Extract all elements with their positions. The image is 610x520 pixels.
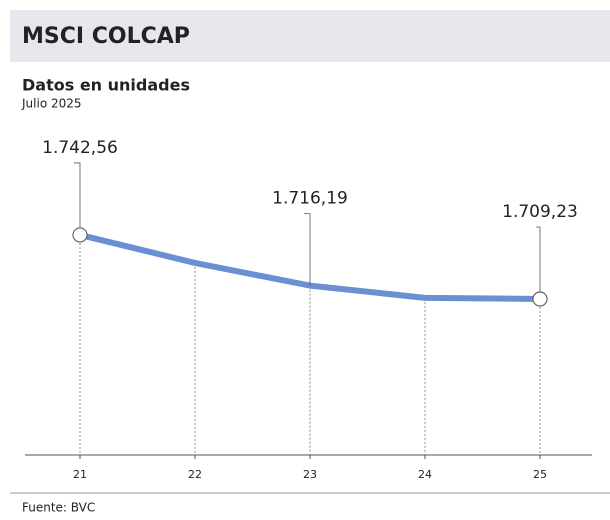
value-label: 1.709,23: [502, 202, 578, 222]
value-label: 1.742,56: [42, 138, 118, 158]
point-marker: [532, 291, 548, 307]
leader-line: [536, 226, 541, 299]
chart-title: MSCI COLCAP: [22, 24, 190, 49]
leader-line: [74, 162, 81, 235]
x-tick-label: 25: [533, 468, 547, 481]
leader-line: [304, 213, 311, 286]
header-band: [10, 10, 610, 62]
value-label: 1.716,19: [272, 189, 348, 209]
x-tick-label: 21: [73, 468, 87, 481]
period: Julio 2025: [21, 97, 82, 111]
x-tick-label: 24: [418, 468, 432, 481]
source: Fuente: BVC: [22, 501, 95, 515]
point-marker: [72, 227, 88, 243]
subtitle: Datos en unidades: [22, 76, 190, 95]
x-tick-label: 23: [303, 468, 317, 481]
x-tick-label: 22: [188, 468, 202, 481]
